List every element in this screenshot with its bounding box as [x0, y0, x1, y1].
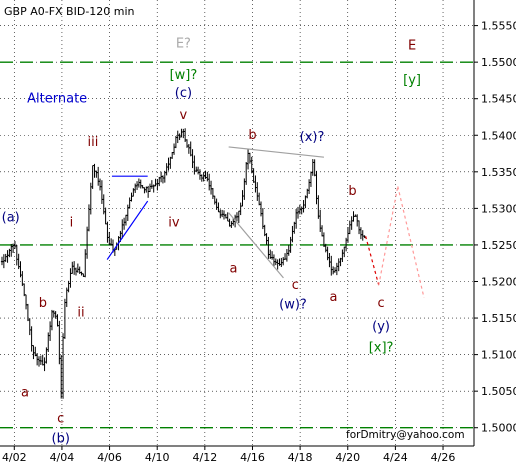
projection-line	[397, 186, 425, 298]
time-tick-label: 4/10	[145, 451, 170, 464]
trend-line	[228, 212, 284, 279]
wave-label: E?	[176, 37, 191, 52]
wave-label: (y)	[372, 319, 390, 334]
time-tick-label: 4/24	[383, 451, 408, 464]
time-tick-label: 4/26	[431, 451, 456, 464]
wave-label: a	[329, 290, 337, 305]
wave-label: a	[229, 262, 237, 277]
projection-line	[365, 236, 380, 286]
time-tick-label: 4/06	[97, 451, 122, 464]
wave-label: c	[292, 278, 299, 293]
wave-label: i	[70, 216, 74, 231]
wave-label: v	[180, 108, 188, 123]
wave-label: ii	[77, 306, 84, 321]
wave-label: [y]	[403, 73, 421, 88]
wave-label: a	[21, 385, 29, 400]
wave-label: (a)	[2, 211, 20, 226]
trend-line	[106, 200, 149, 260]
price-tick-label: 1.5050	[481, 385, 516, 398]
wave-label: iii	[87, 135, 98, 150]
price-axis-labels: 1.5550 1.5500 1.5450 1.5400 1.5350 1.5300 1.52…	[474, 20, 516, 435]
watermark: forDmitry@yahoo.com	[346, 429, 465, 441]
time-tick-label: 4/02	[2, 451, 27, 464]
price-tick-label: 1.5000	[481, 422, 516, 435]
price-tick-label: 1.5200	[481, 275, 516, 288]
time-tick-label: 4/18	[288, 451, 313, 464]
time-tick-label: 4/20	[335, 451, 360, 464]
price-tick-label: 1.5450	[481, 93, 516, 106]
trend-line	[228, 146, 325, 158]
time-tick-label: 4/16	[240, 451, 265, 464]
projection-lines	[365, 186, 425, 298]
chart-title: GBP A0-FX BID-120 min	[4, 5, 135, 18]
time-tick-label: 4/04	[50, 451, 75, 464]
price-tick-label: 1.5500	[481, 56, 516, 69]
price-tick-label: 1.5100	[481, 349, 516, 362]
wave-label: b	[348, 184, 356, 199]
wave-label: (x)?	[300, 130, 325, 145]
price-tick-label: 1.5300	[481, 202, 516, 215]
wave-label: b	[248, 128, 256, 143]
price-bars	[0, 128, 366, 399]
wave-label: c	[57, 412, 64, 427]
price-tick-label: 1.5250	[481, 239, 516, 252]
wave-label: (c)	[175, 86, 192, 101]
wave-label: (w)?	[279, 298, 307, 313]
wave-label: b	[39, 296, 47, 311]
wave-label: E	[408, 39, 416, 54]
price-tick-label: 1.5550	[481, 20, 516, 33]
time-axis-labels: 4/02 4/04 4/06 4/10 4/12 4/16 4/18 4/20 4/24 4/26	[2, 446, 455, 464]
wave-label: Alternate	[27, 91, 87, 106]
price-tick-label: 1.5150	[481, 312, 516, 325]
wave-label: [x]?	[369, 341, 394, 356]
price-tick-label: 1.5350	[481, 166, 516, 179]
wave-label: iv	[168, 216, 180, 231]
trend-lines	[106, 146, 325, 279]
wave-label: [w]?	[170, 68, 198, 83]
price-tick-label: 1.5400	[481, 129, 516, 142]
wave-label: (b)	[52, 431, 70, 446]
wave-label: c	[378, 296, 385, 311]
wave-labels: E? E [w]? [y] (c) v iii b (x)? b iv (a) i a c (w)? a b ii c…	[2, 37, 421, 447]
projection-line	[378, 186, 399, 286]
time-tick-label: 4/12	[192, 451, 217, 464]
